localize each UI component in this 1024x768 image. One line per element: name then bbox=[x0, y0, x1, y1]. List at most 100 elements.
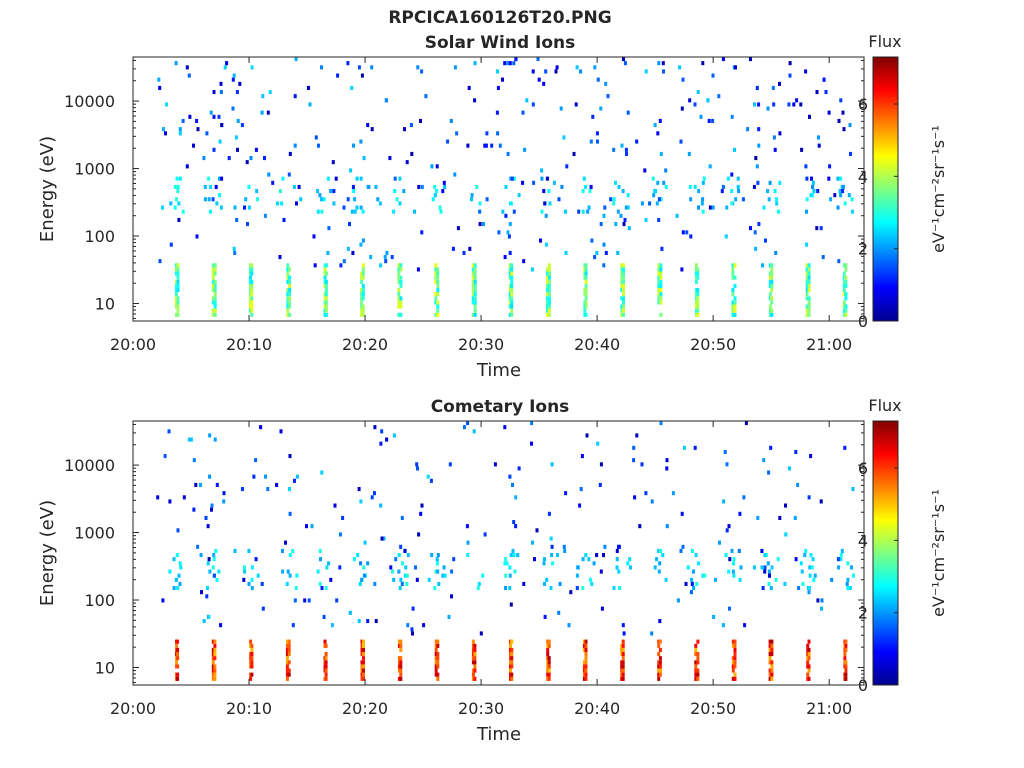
flux-cell bbox=[361, 304, 365, 309]
flux-cell bbox=[436, 275, 440, 280]
colorbar-tick-label: 6 bbox=[858, 459, 868, 478]
flux-cell bbox=[725, 205, 729, 210]
flux-cell bbox=[324, 586, 328, 591]
x-tick-label: 20:00 bbox=[110, 335, 156, 354]
flux-cell bbox=[842, 300, 846, 305]
flux-cell bbox=[581, 557, 585, 562]
flux-cell bbox=[485, 143, 488, 148]
flux-cell bbox=[693, 445, 697, 450]
flux-cell bbox=[811, 184, 815, 189]
flux-cell bbox=[768, 304, 772, 309]
flux-cell bbox=[335, 598, 339, 603]
flux-cell bbox=[213, 676, 217, 681]
flux-cell bbox=[622, 263, 625, 268]
flux-cell bbox=[733, 296, 737, 301]
flux-cell bbox=[725, 528, 729, 533]
flux-cell bbox=[659, 271, 663, 276]
y-tick-label: 100 bbox=[84, 591, 115, 610]
flux-cell bbox=[434, 275, 438, 280]
x-tick-label: 21:00 bbox=[806, 699, 852, 718]
flux-cell bbox=[278, 255, 282, 260]
flux-cell bbox=[211, 296, 215, 301]
flux-cell bbox=[726, 176, 730, 181]
flux-cell bbox=[737, 548, 741, 553]
flux-cell bbox=[243, 569, 247, 574]
flux-cell bbox=[805, 292, 809, 297]
flux-cell bbox=[598, 482, 602, 487]
flux-cell bbox=[622, 288, 625, 293]
flux-cell bbox=[211, 652, 215, 657]
flux-cell bbox=[324, 656, 328, 661]
flux-cell bbox=[220, 176, 224, 181]
flux-cell bbox=[285, 672, 289, 677]
flux-cell bbox=[399, 647, 403, 652]
flux-cell bbox=[584, 267, 588, 272]
flux-cell bbox=[175, 197, 178, 202]
flux-cell bbox=[530, 441, 533, 446]
flux-cell bbox=[395, 197, 399, 202]
flux-cell bbox=[756, 180, 760, 185]
flux-cell bbox=[603, 544, 607, 549]
flux-cell bbox=[657, 275, 661, 280]
flux-cell bbox=[250, 660, 254, 665]
flux-cell bbox=[187, 73, 191, 78]
flux-cell bbox=[410, 627, 414, 632]
flux-cell bbox=[362, 639, 365, 644]
flux-cell bbox=[700, 201, 704, 206]
flux-cell bbox=[400, 581, 404, 586]
flux-cell bbox=[399, 296, 403, 301]
flux-cell bbox=[222, 491, 226, 496]
flux-cell bbox=[584, 304, 588, 309]
flux-cell bbox=[584, 668, 588, 673]
flux-cell bbox=[493, 462, 497, 467]
flux-cell bbox=[288, 292, 292, 297]
flux-cell bbox=[688, 184, 692, 189]
flux-cell bbox=[665, 524, 669, 529]
flux-cell bbox=[471, 312, 475, 317]
flux-cell bbox=[436, 652, 440, 657]
flux-cell bbox=[399, 544, 403, 549]
flux-cell bbox=[357, 487, 361, 492]
flux-cell bbox=[287, 643, 291, 648]
flux-cell bbox=[225, 61, 229, 66]
flux-cell bbox=[471, 288, 475, 293]
flux-cell bbox=[312, 234, 316, 239]
flux-cell bbox=[696, 312, 700, 317]
flux-cell bbox=[501, 209, 505, 214]
flux-cell bbox=[626, 205, 630, 210]
flux-cell bbox=[504, 557, 508, 562]
flux-cell bbox=[508, 474, 512, 479]
flux-cell bbox=[589, 184, 593, 189]
flux-cell bbox=[756, 515, 760, 520]
flux-cell bbox=[307, 598, 311, 603]
flux-cell bbox=[399, 300, 403, 305]
flux-cell bbox=[506, 230, 510, 235]
flux-cell bbox=[545, 275, 549, 280]
x-tick-label: 21:00 bbox=[806, 335, 852, 354]
flux-cell bbox=[403, 127, 406, 132]
flux-cell bbox=[581, 209, 585, 214]
flux-cell bbox=[770, 263, 774, 268]
flux-cell bbox=[399, 639, 403, 644]
flux-cell bbox=[293, 143, 297, 148]
flux-cell bbox=[845, 581, 849, 586]
flux-cell bbox=[778, 131, 782, 136]
flux-cell bbox=[195, 118, 199, 123]
flux-cell bbox=[736, 176, 740, 181]
flux-cell bbox=[176, 267, 180, 272]
flux-cell bbox=[211, 656, 215, 661]
flux-cell bbox=[453, 172, 457, 177]
flux-cell bbox=[731, 271, 735, 276]
flux-cell bbox=[648, 201, 652, 206]
flux-cell bbox=[207, 197, 211, 202]
flux-cell bbox=[739, 565, 743, 570]
flux-cell bbox=[303, 598, 307, 603]
flux-cell bbox=[623, 61, 627, 66]
flux-cell bbox=[161, 598, 165, 603]
flux-cell bbox=[388, 156, 392, 161]
flux-cell bbox=[690, 581, 694, 586]
flux-cell bbox=[621, 672, 625, 677]
flux-cell bbox=[205, 131, 209, 136]
flux-cell bbox=[434, 312, 438, 317]
flux-cell bbox=[349, 168, 353, 173]
